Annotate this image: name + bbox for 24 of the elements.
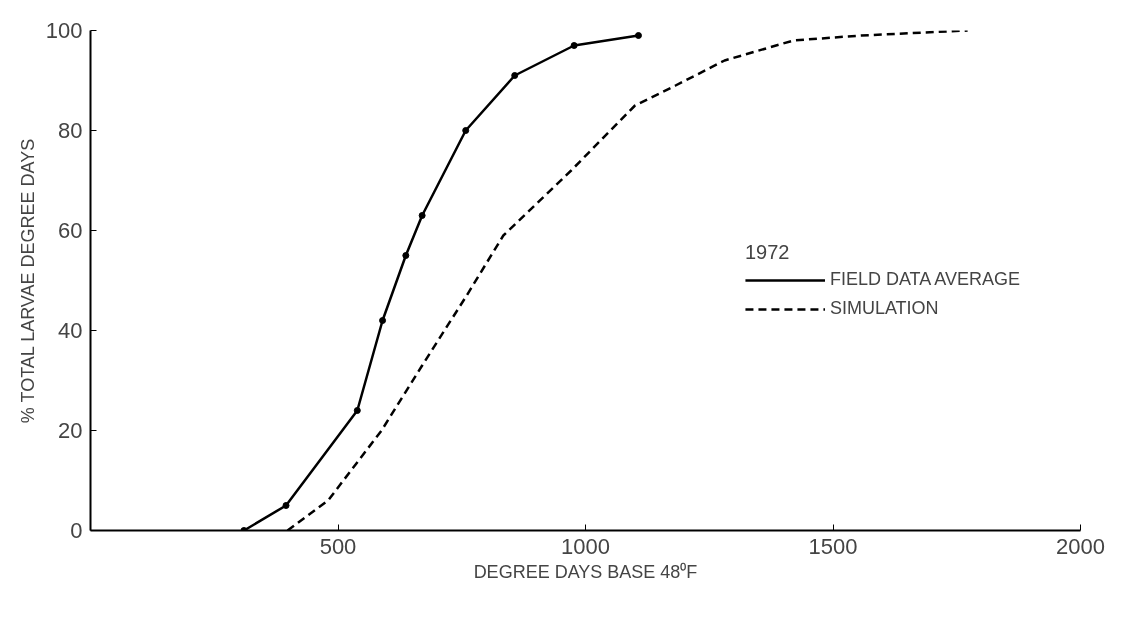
x-tick-label: 500 <box>319 533 357 559</box>
x-tick-label: 1500 <box>808 533 858 559</box>
legend-label: FIELD DATA AVERAGE <box>829 269 1020 290</box>
y-axis-title: % TOTAL LARVAE DEGREE DAYS <box>17 138 38 424</box>
y-tick-label: 100 <box>45 18 83 43</box>
y-tick-label: 40 <box>58 318 83 343</box>
point <box>570 42 578 49</box>
x-tick-label: 1000 <box>561 533 610 559</box>
point <box>282 502 290 509</box>
x-tick-label: 2000 <box>1056 533 1105 559</box>
legend-title: 1972 <box>744 241 791 264</box>
point <box>511 72 519 79</box>
point <box>634 32 642 39</box>
y-tick-label: 20 <box>58 418 83 443</box>
x-axis-title: DEGREE DAYS BASE 48⁰F <box>473 561 698 582</box>
point <box>353 407 361 414</box>
y-tick-label: 80 <box>58 118 83 143</box>
y-tick-label: 60 <box>58 218 83 243</box>
point <box>462 127 470 134</box>
y-tick-label: 0 <box>70 518 83 543</box>
legend-label: SIMULATION <box>829 298 939 319</box>
point <box>418 212 426 219</box>
point <box>402 252 410 259</box>
point <box>379 317 387 324</box>
